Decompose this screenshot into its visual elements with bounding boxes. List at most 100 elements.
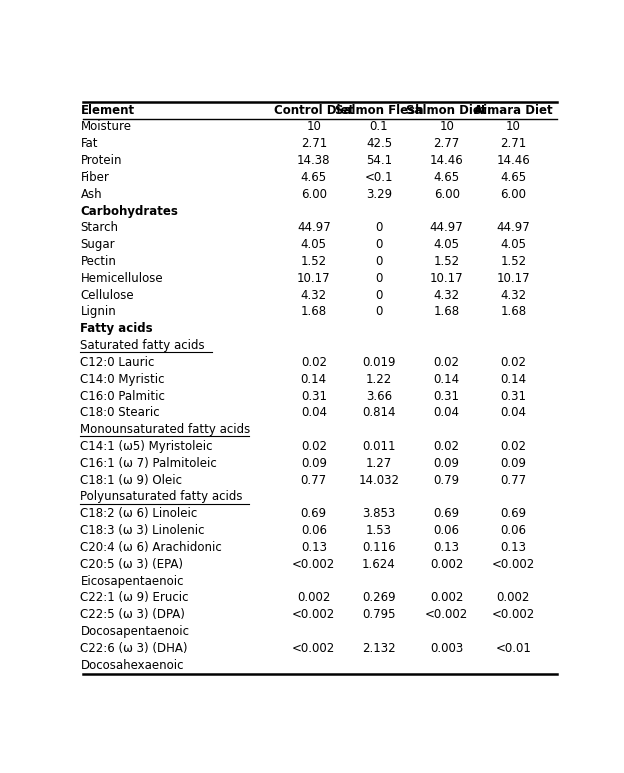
Text: 10: 10 [439,121,454,134]
Text: 0.04: 0.04 [301,407,327,420]
Text: 3.66: 3.66 [366,390,392,403]
Text: C22:5 (ω 3) (DPA): C22:5 (ω 3) (DPA) [80,608,185,621]
Text: 0.02: 0.02 [434,356,460,369]
Text: 0.02: 0.02 [301,440,327,453]
Text: Docosapentaenoic: Docosapentaenoic [80,625,190,638]
Text: 0.14: 0.14 [434,373,460,386]
Text: 0.011: 0.011 [363,440,396,453]
Text: 0.31: 0.31 [500,390,526,403]
Text: 0.09: 0.09 [500,457,526,470]
Text: 1.52: 1.52 [434,255,460,268]
Text: Sugar: Sugar [80,238,115,251]
Text: 0.02: 0.02 [434,440,460,453]
Text: Carbohydrates: Carbohydrates [80,205,178,217]
Text: <0.002: <0.002 [292,608,335,621]
Text: C18:3 (ω 3) Linolenic: C18:3 (ω 3) Linolenic [80,524,205,537]
Text: Fiber: Fiber [80,171,109,184]
Text: 0.09: 0.09 [301,457,327,470]
Text: C18:2 (ω 6) Linoleic: C18:2 (ω 6) Linoleic [80,507,198,520]
Text: 0.019: 0.019 [363,356,396,369]
Text: Fat: Fat [80,138,98,150]
Text: 44.97: 44.97 [496,221,530,234]
Text: 2.132: 2.132 [362,642,396,655]
Text: 54.1: 54.1 [366,154,392,167]
Text: 4.32: 4.32 [434,288,460,301]
Text: 6.00: 6.00 [301,188,327,201]
Text: 0.002: 0.002 [497,591,530,604]
Text: 0.77: 0.77 [500,474,526,487]
Text: 14.46: 14.46 [496,154,530,167]
Text: C22:6 (ω 3) (DHA): C22:6 (ω 3) (DHA) [80,642,188,655]
Text: 0.13: 0.13 [434,541,460,554]
Text: 2.71: 2.71 [301,138,327,150]
Text: C14:0 Myristic: C14:0 Myristic [80,373,165,386]
Text: 0.116: 0.116 [362,541,396,554]
Text: 1.68: 1.68 [434,305,460,318]
Text: 0.002: 0.002 [430,558,464,570]
Text: Polyunsaturated fatty acids: Polyunsaturated fatty acids [80,491,243,503]
Text: 4.32: 4.32 [301,288,327,301]
Text: 14.38: 14.38 [297,154,331,167]
Text: Cellulose: Cellulose [80,288,134,301]
Text: 0.69: 0.69 [434,507,460,520]
Text: 3.29: 3.29 [366,188,392,201]
Text: <0.002: <0.002 [492,558,535,570]
Text: 1.22: 1.22 [366,373,392,386]
Text: 2.71: 2.71 [500,138,527,150]
Text: 10.17: 10.17 [430,272,464,284]
Text: C18:1 (ω 9) Oleic: C18:1 (ω 9) Oleic [80,474,182,487]
Text: 44.97: 44.97 [430,221,464,234]
Text: 0.269: 0.269 [362,591,396,604]
Text: 1.27: 1.27 [366,457,392,470]
Text: 10: 10 [306,121,321,134]
Text: Lignin: Lignin [80,305,116,318]
Text: C12:0 Lauric: C12:0 Lauric [80,356,155,369]
Text: 0: 0 [376,305,383,318]
Text: 0.79: 0.79 [434,474,460,487]
Text: <0.002: <0.002 [292,642,335,655]
Text: 1.52: 1.52 [500,255,526,268]
Text: Element: Element [80,104,135,117]
Text: 0.04: 0.04 [434,407,460,420]
Text: 0.06: 0.06 [500,524,526,537]
Text: 1.68: 1.68 [301,305,327,318]
Text: Ash: Ash [80,188,102,201]
Text: 10.17: 10.17 [497,272,530,284]
Text: 14.46: 14.46 [430,154,464,167]
Text: Fatty acids: Fatty acids [80,322,153,335]
Text: C14:1 (ω5) Myristoleic: C14:1 (ω5) Myristoleic [80,440,213,453]
Text: 0.09: 0.09 [434,457,460,470]
Text: 0.002: 0.002 [297,591,331,604]
Text: 0.31: 0.31 [301,390,327,403]
Text: Aimara Diet: Aimara Diet [474,104,553,117]
Text: 0.31: 0.31 [434,390,460,403]
Text: 3.853: 3.853 [363,507,396,520]
Text: <0.002: <0.002 [292,558,335,570]
Text: 0.002: 0.002 [430,591,464,604]
Text: Docosahexaenoic: Docosahexaenoic [80,659,184,672]
Text: 4.05: 4.05 [301,238,327,251]
Text: 0.13: 0.13 [500,541,526,554]
Text: 0.13: 0.13 [301,541,327,554]
Text: 0.814: 0.814 [363,407,396,420]
Text: 0.06: 0.06 [434,524,460,537]
Text: Eicosapentaenoic: Eicosapentaenoic [80,574,184,587]
Text: 6.00: 6.00 [500,188,526,201]
Text: 4.32: 4.32 [500,288,526,301]
Text: 42.5: 42.5 [366,138,392,150]
Text: 0.04: 0.04 [500,407,526,420]
Text: C18:0 Stearic: C18:0 Stearic [80,407,160,420]
Text: 0.77: 0.77 [301,474,327,487]
Text: Salmon Flesh: Salmon Flesh [335,104,423,117]
Text: Salmon Diet: Salmon Diet [406,104,487,117]
Text: 4.65: 4.65 [500,171,526,184]
Text: Protein: Protein [80,154,122,167]
Text: Control Diet: Control Diet [274,104,354,117]
Text: 0: 0 [376,272,383,284]
Text: 4.05: 4.05 [500,238,526,251]
Text: 44.97: 44.97 [297,221,331,234]
Text: Starch: Starch [80,221,119,234]
Text: 4.05: 4.05 [434,238,460,251]
Text: 0.003: 0.003 [430,642,464,655]
Text: 2.77: 2.77 [434,138,460,150]
